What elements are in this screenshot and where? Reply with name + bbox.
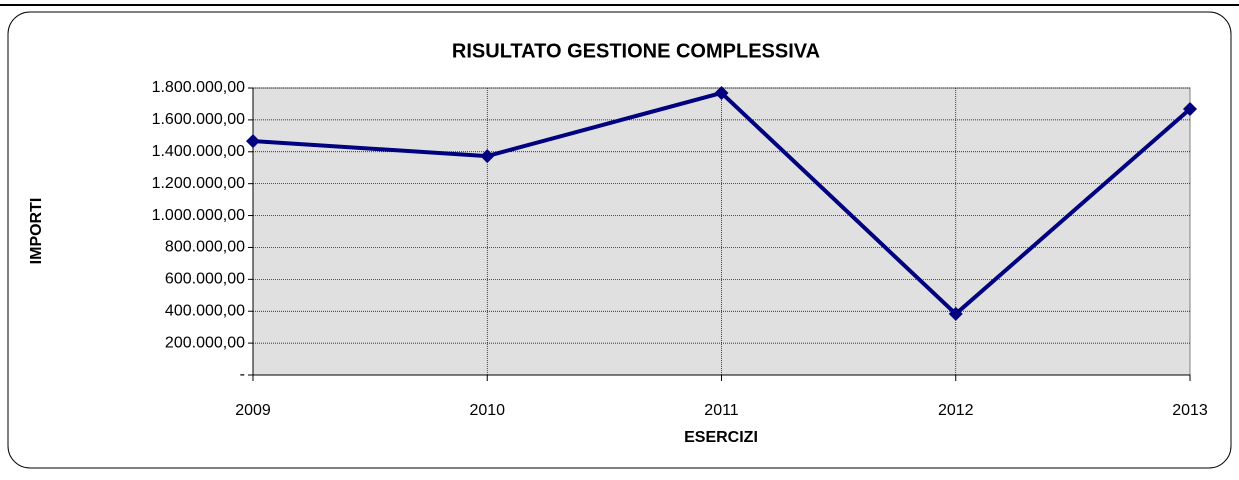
x-tick-label: 2010 [469, 402, 505, 419]
plot-area [252, 87, 1191, 376]
y-tick-label: 1.600.000,00 [152, 111, 246, 128]
x-tick-label: 2011 [704, 402, 739, 419]
y-tick-label: 800.000,00 [165, 239, 245, 256]
y-tick-label: 1.000.000,00 [152, 207, 246, 224]
y-tick-label: 200.000,00 [165, 334, 245, 351]
x-axis-label: ESERCIZI [684, 429, 758, 446]
y-tick-label: 1.400.000,00 [152, 143, 246, 160]
marker [948, 306, 963, 321]
marker [714, 85, 729, 100]
x-tick-label: 2009 [235, 402, 271, 419]
y-axis-label: IMPORTI [28, 198, 45, 265]
x-tick-label: 2013 [1172, 402, 1208, 419]
y-tick-label: 600.000,00 [165, 271, 245, 288]
y-tick-label: 400.000,00 [165, 302, 245, 319]
marker [1183, 102, 1197, 117]
x-tick-label: 2012 [938, 402, 974, 419]
marker [246, 134, 260, 149]
y-tick-label: 1.800.000,00 [152, 79, 246, 96]
chart-title: RISULTATO GESTIONE COMPLESSIVA [452, 40, 820, 62]
marker [480, 149, 495, 164]
y-tick-label: - [240, 366, 245, 383]
y-tick-label: 1.200.000,00 [152, 175, 246, 192]
